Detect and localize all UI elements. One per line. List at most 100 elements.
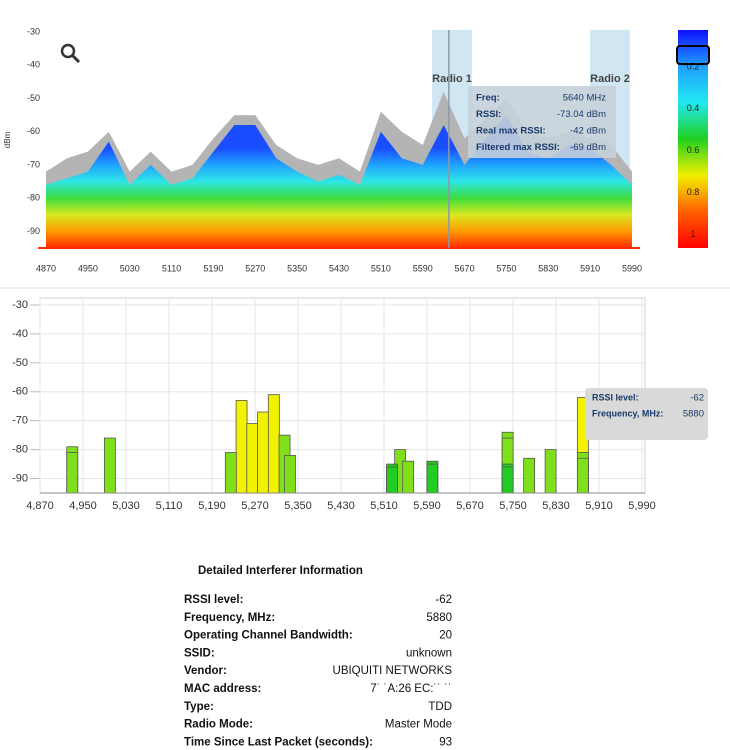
colorbar-label: 0.4 [687, 103, 700, 113]
bar [402, 460, 415, 494]
y-tick-label: -60 [12, 386, 28, 398]
plot-frame [39, 297, 646, 494]
x-tick-label: 5270 [245, 263, 265, 273]
x-tick-label: 5750 [496, 263, 516, 273]
y-tick-label: -90 [27, 226, 40, 236]
x-tick-label: 5,990 [628, 500, 656, 512]
row-label: Frequency, MHz: [184, 612, 275, 624]
tooltip-value: -42 dBm [570, 126, 606, 137]
row-label: Type: [184, 701, 214, 713]
x-tick-label: 5990 [622, 263, 642, 273]
row-value: 7˙ ˙A:26 EC:˙˙ ˙˙ [370, 683, 452, 695]
x-tick-label: 5510 [371, 263, 391, 273]
tooltip-label: Freq: [476, 93, 500, 104]
x-tick-label: 4,950 [69, 500, 97, 512]
tooltip-label: Real max RSSI: [476, 126, 546, 137]
row-value: 5880 [426, 612, 452, 624]
y-tick-label: -40 [12, 328, 28, 340]
x-tick-label: 5,910 [585, 500, 613, 512]
row-label: Vendor: [184, 665, 227, 677]
colorbar-label: 0.2 [687, 61, 700, 71]
tooltip-label: Frequency, MHz: [592, 408, 663, 418]
radio-label: Radio 1 [432, 73, 472, 85]
bar [576, 457, 589, 494]
colorbar-selection [676, 45, 710, 65]
y-tick-label: -30 [12, 299, 28, 311]
x-tick-label: 5110 [162, 263, 181, 273]
x-tick-label: 5590 [413, 263, 433, 273]
x-tick-label: 5,350 [284, 500, 312, 512]
bar [501, 466, 514, 494]
colorbar-label: 0.6 [687, 145, 700, 155]
bar [246, 423, 259, 494]
zoom-icon[interactable] [60, 43, 81, 64]
bar [235, 400, 248, 494]
x-tick-label: 5,270 [241, 500, 269, 512]
x-tick-label: 4950 [78, 263, 98, 273]
tooltip [468, 86, 616, 158]
row-value: UBIQUITI NETWORKS [333, 665, 453, 677]
x-tick-label: 5910 [580, 263, 600, 273]
row-value: unknown [406, 647, 452, 659]
bar [66, 452, 79, 494]
x-tick-label: 5,510 [370, 500, 398, 512]
y-tick-label: -30 [27, 26, 40, 36]
x-tick-label: 5430 [329, 263, 349, 273]
x-tick-label: 5,030 [112, 500, 140, 512]
bar [523, 457, 536, 494]
bar [284, 454, 296, 494]
row-label: Radio Mode: [184, 719, 253, 731]
x-tick-label: 5,590 [413, 500, 441, 512]
x-tick-label: 5350 [287, 263, 307, 273]
tooltip-value: -73.04 dBm [557, 109, 606, 120]
y-tick-label: -70 [12, 415, 28, 427]
x-tick-label: 5670 [455, 263, 475, 273]
x-tick-label: 5,190 [198, 500, 226, 512]
x-tick-label: 4870 [36, 263, 56, 273]
tooltip-value: -62 [690, 393, 704, 404]
bar [426, 463, 439, 494]
x-tick-label: 4,870 [26, 500, 54, 512]
x-tick-label: 5,430 [327, 500, 355, 512]
tooltip-value: 5880 [683, 409, 704, 420]
y-tick-label: -80 [27, 193, 40, 203]
row-label: RSSI level: [184, 594, 243, 606]
tooltip-value: -69 dBm [570, 142, 606, 153]
tooltip-value: 5640 MHz [563, 93, 607, 104]
x-tick-label: 5830 [538, 263, 558, 273]
y-tick-label: -50 [12, 357, 28, 369]
radio-label: Radio 2 [590, 73, 630, 85]
y-tick-label: -70 [27, 159, 40, 169]
tooltip [585, 388, 708, 440]
bar [224, 452, 237, 494]
y-axis-label: dBm [3, 131, 12, 148]
colorbar-label: 0.8 [687, 187, 700, 197]
colorbar-label: 1 [690, 229, 695, 239]
row-value: -62 [435, 594, 452, 606]
bar [257, 411, 269, 494]
table-title: Detailed Interferer Information [198, 565, 363, 577]
bar [103, 437, 116, 494]
x-tick-label: 5,110 [156, 500, 183, 512]
x-tick-label: 5,750 [499, 500, 527, 512]
tooltip-label: Filtered max RSSI: [476, 142, 560, 153]
row-label: SSID: [184, 647, 215, 659]
row-label: Operating Channel Bandwidth: [184, 630, 353, 642]
row-value: 20 [439, 630, 452, 642]
row-value: Master Mode [385, 719, 452, 731]
x-tick-label: 5030 [120, 263, 140, 273]
bar [267, 394, 280, 494]
tooltip-label: RSSI: [476, 109, 501, 120]
y-tick-label: -90 [12, 472, 28, 484]
colorbar [678, 30, 708, 248]
x-tick-label: 5,830 [542, 500, 570, 512]
row-label: MAC address: [184, 683, 261, 695]
row-value: 93 [439, 736, 452, 748]
bar [544, 449, 557, 494]
row-value: TDD [428, 701, 452, 713]
y-tick-label: -50 [27, 93, 40, 103]
bar [386, 466, 398, 494]
row-label: Time Since Last Packet (seconds): [184, 736, 373, 748]
tooltip-label: RSSI level: [592, 392, 639, 402]
